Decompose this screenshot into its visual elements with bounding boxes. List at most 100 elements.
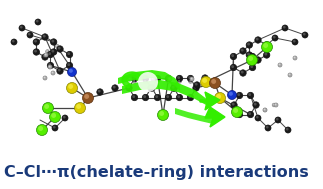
Circle shape	[132, 95, 135, 98]
Circle shape	[193, 85, 199, 91]
Circle shape	[171, 85, 177, 91]
Circle shape	[272, 103, 276, 107]
Circle shape	[232, 103, 234, 105]
Circle shape	[227, 91, 236, 99]
Circle shape	[51, 40, 54, 43]
Circle shape	[176, 75, 183, 82]
Circle shape	[45, 53, 47, 55]
Circle shape	[216, 94, 221, 99]
Circle shape	[264, 52, 270, 58]
Circle shape	[202, 75, 208, 81]
Circle shape	[11, 39, 17, 45]
Circle shape	[176, 94, 183, 101]
Circle shape	[231, 102, 237, 108]
Circle shape	[188, 95, 191, 98]
Circle shape	[302, 32, 308, 38]
Circle shape	[38, 126, 43, 131]
Circle shape	[265, 43, 267, 46]
Circle shape	[178, 80, 181, 83]
Circle shape	[247, 111, 254, 118]
Circle shape	[256, 58, 259, 60]
Circle shape	[247, 92, 254, 99]
Circle shape	[248, 93, 251, 96]
Circle shape	[156, 80, 158, 82]
Circle shape	[292, 39, 298, 45]
Circle shape	[128, 77, 132, 81]
Circle shape	[201, 77, 212, 88]
Circle shape	[165, 75, 172, 82]
Circle shape	[75, 102, 86, 114]
Text: C–Cl⋯π(chelate-ring) interactions: C–Cl⋯π(chelate-ring) interactions	[4, 166, 309, 180]
Circle shape	[46, 50, 49, 53]
Circle shape	[42, 34, 48, 40]
Circle shape	[246, 42, 253, 48]
Circle shape	[156, 80, 159, 83]
Polygon shape	[122, 80, 208, 106]
Circle shape	[97, 89, 103, 95]
Circle shape	[249, 53, 256, 60]
Circle shape	[247, 43, 250, 46]
Circle shape	[237, 112, 240, 115]
Circle shape	[43, 55, 46, 57]
Circle shape	[63, 116, 66, 119]
Circle shape	[249, 64, 256, 71]
Circle shape	[189, 80, 192, 83]
Circle shape	[285, 127, 291, 133]
Circle shape	[233, 108, 238, 113]
Circle shape	[166, 95, 169, 98]
Circle shape	[113, 86, 116, 88]
Circle shape	[57, 68, 63, 74]
Circle shape	[168, 77, 172, 81]
Circle shape	[50, 39, 57, 45]
Circle shape	[67, 83, 78, 94]
Circle shape	[165, 94, 172, 101]
Circle shape	[255, 115, 261, 121]
Circle shape	[264, 108, 266, 110]
Circle shape	[273, 104, 274, 105]
Circle shape	[57, 46, 63, 52]
Circle shape	[279, 64, 280, 65]
Circle shape	[248, 112, 251, 115]
Circle shape	[264, 109, 266, 110]
Circle shape	[44, 53, 48, 57]
Circle shape	[303, 33, 306, 36]
Circle shape	[246, 52, 253, 58]
Circle shape	[43, 35, 46, 38]
Circle shape	[142, 94, 149, 101]
Circle shape	[84, 94, 89, 99]
Circle shape	[66, 62, 73, 69]
Circle shape	[35, 19, 41, 25]
Circle shape	[256, 38, 259, 41]
Circle shape	[131, 75, 138, 82]
Circle shape	[265, 53, 267, 56]
Circle shape	[27, 32, 33, 38]
Circle shape	[52, 125, 58, 131]
Circle shape	[133, 80, 136, 83]
Circle shape	[276, 118, 279, 121]
Circle shape	[195, 83, 198, 86]
Circle shape	[230, 64, 237, 71]
Circle shape	[262, 42, 273, 53]
Circle shape	[112, 85, 118, 91]
Circle shape	[131, 94, 138, 101]
Circle shape	[230, 53, 237, 60]
Polygon shape	[118, 70, 180, 91]
Circle shape	[58, 69, 61, 72]
Circle shape	[50, 49, 57, 55]
Circle shape	[43, 76, 47, 80]
Circle shape	[203, 76, 206, 79]
Circle shape	[189, 80, 191, 82]
Circle shape	[274, 103, 278, 107]
Circle shape	[250, 65, 253, 68]
Circle shape	[68, 67, 77, 77]
Circle shape	[133, 80, 135, 82]
Circle shape	[211, 79, 216, 84]
Circle shape	[47, 62, 54, 69]
Circle shape	[51, 113, 56, 118]
Circle shape	[34, 50, 37, 53]
Circle shape	[194, 82, 200, 88]
Circle shape	[255, 37, 261, 43]
Circle shape	[288, 73, 292, 77]
Circle shape	[232, 106, 243, 118]
Circle shape	[58, 47, 61, 50]
